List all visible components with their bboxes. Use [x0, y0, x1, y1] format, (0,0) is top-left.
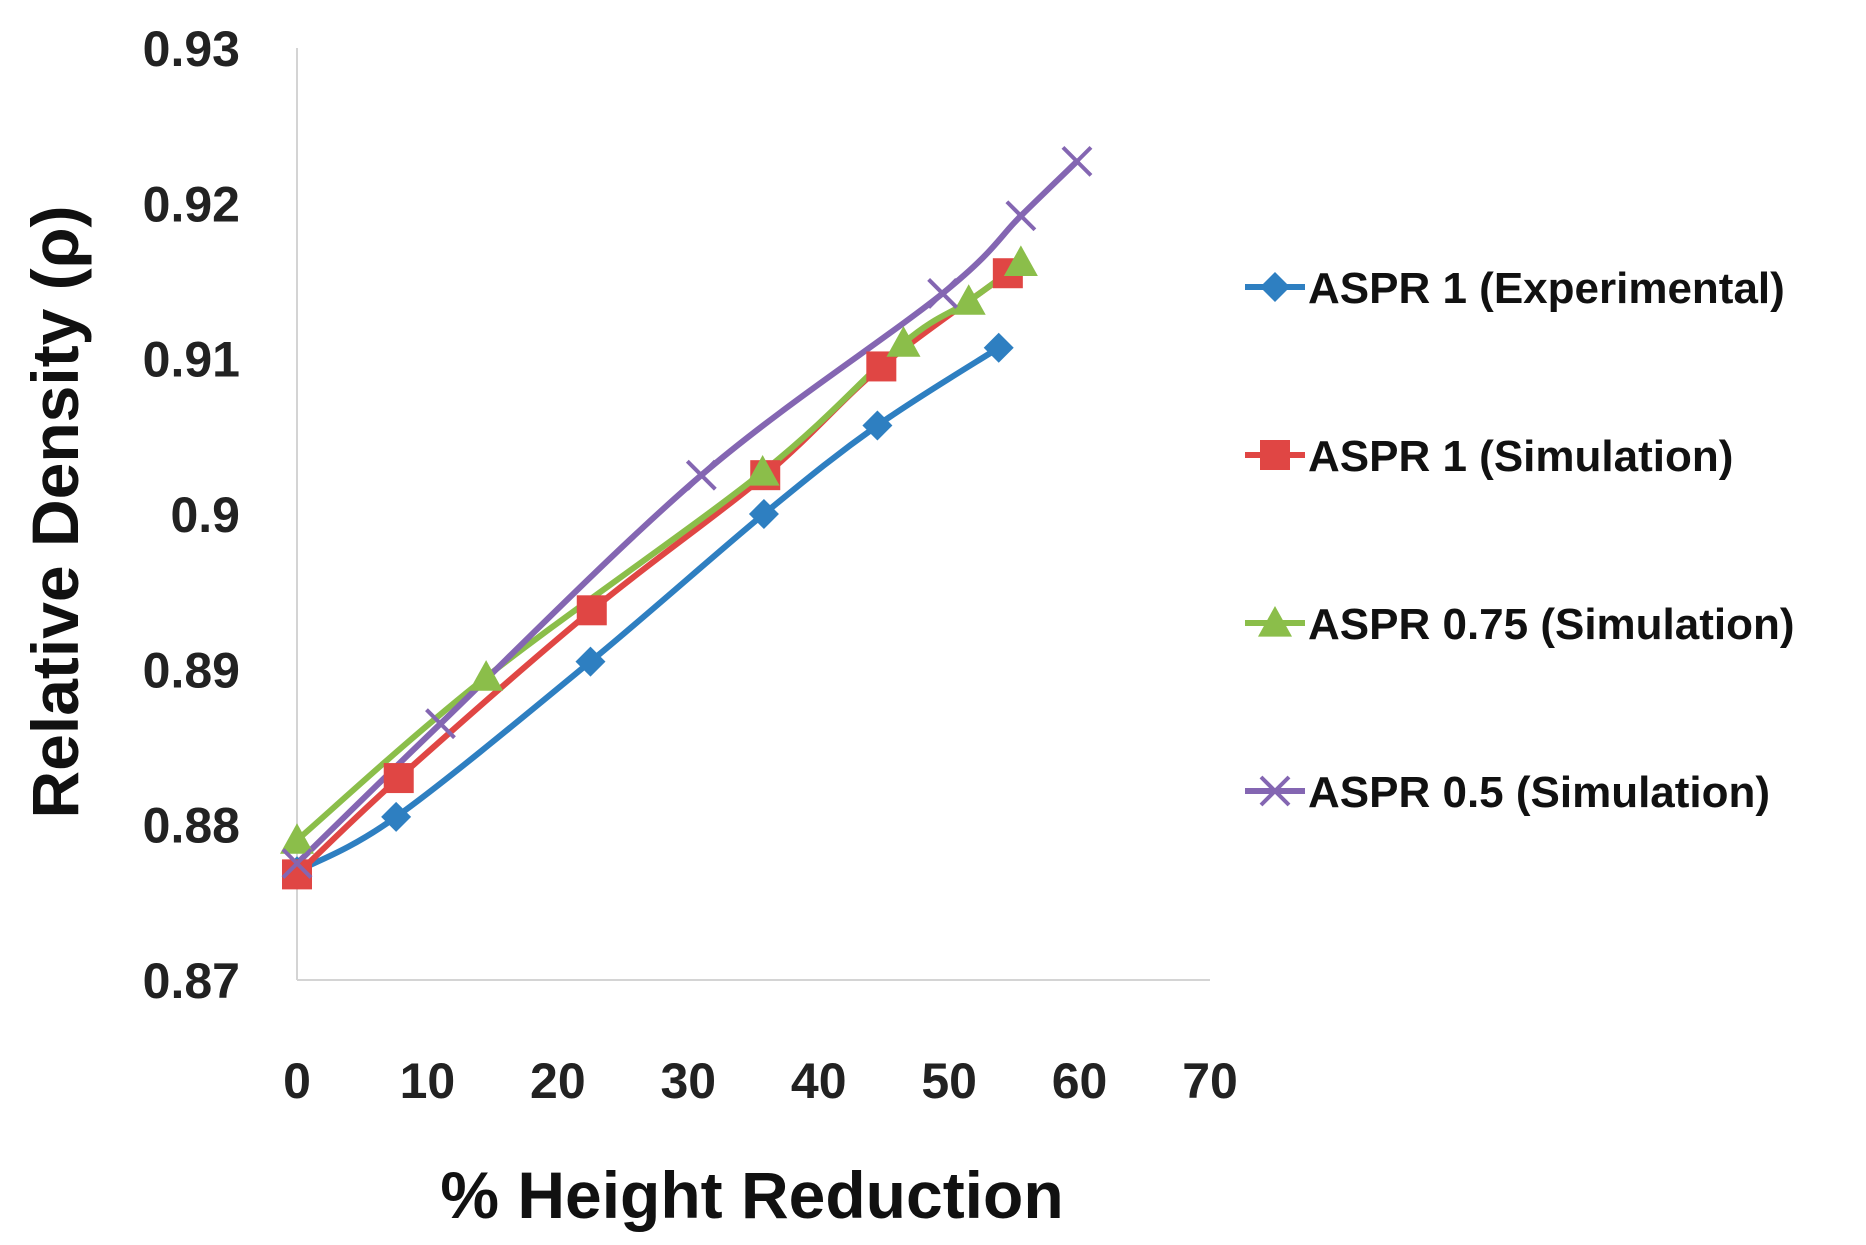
x-tick-label: 50	[921, 1053, 977, 1109]
y-tick-label: 0.87	[143, 953, 240, 1009]
x-tick-label: 40	[791, 1053, 847, 1109]
data-point-series-3	[745, 455, 780, 486]
legend-marker	[1259, 775, 1291, 807]
y-tick-label: 0.93	[143, 21, 240, 77]
x-tick-label: 30	[660, 1053, 716, 1109]
y-tick-label: 0.92	[143, 176, 240, 232]
data-point-series-1	[862, 410, 893, 441]
tick-labels: 0 10 20 30 40 50 60 70 0.87 0.88 0.89 0.9 0.91 0.92 0.…	[143, 21, 1238, 1109]
data-point-series-1	[575, 646, 606, 677]
y-tick-label: 0.89	[143, 642, 240, 698]
data-point-series-3	[886, 326, 921, 357]
data-point-series-4	[685, 459, 717, 491]
x-axis-title: % Height Reduction	[440, 1158, 1063, 1232]
data-point-series-4	[927, 278, 959, 309]
data-point-series-4	[1005, 200, 1037, 232]
data-point-series-3	[1003, 245, 1038, 276]
x-tick-label: 60	[1052, 1053, 1108, 1109]
legend: ASPR 1 (Experimental) ASPR 1 (Simulation)…	[1245, 264, 1795, 817]
data-point-series-3	[951, 284, 986, 315]
y-tick-label: 0.88	[143, 798, 240, 854]
series-markers	[280, 145, 1093, 890]
legend-label: ASPR 1 (Simulation)	[1308, 432, 1733, 481]
legend-marker	[1258, 606, 1292, 637]
data-point-series-1	[748, 499, 779, 529]
data-point-series-2	[383, 763, 414, 794]
x-tick-label: 70	[1182, 1053, 1238, 1109]
legend-label: ASPR 0.75 (Simulation)	[1308, 600, 1795, 649]
data-point-series-4	[281, 848, 313, 879]
y-tick-label: 0.91	[143, 332, 240, 388]
legend-label: ASPR 1 (Experimental)	[1308, 264, 1785, 313]
legend-marker	[1260, 272, 1290, 302]
x-tick-label: 20	[530, 1053, 586, 1109]
data-point-series-4	[425, 708, 456, 740]
legend-marker	[1260, 440, 1290, 470]
data-point-series-2	[576, 595, 607, 626]
x-tick-label: 0	[283, 1053, 311, 1109]
data-point-series-3	[280, 823, 314, 854]
legend-label: ASPR 0.5 (Simulation)	[1308, 768, 1770, 817]
data-point-series-1	[381, 801, 412, 832]
x-tick-label: 10	[400, 1053, 456, 1109]
y-axis-title: Relative Density (ρ)	[18, 205, 92, 818]
y-tick-label: 0.9	[170, 487, 240, 543]
data-point-series-1	[983, 332, 1014, 363]
data-point-series-4	[1061, 145, 1093, 177]
data-point-series-3	[469, 660, 504, 691]
